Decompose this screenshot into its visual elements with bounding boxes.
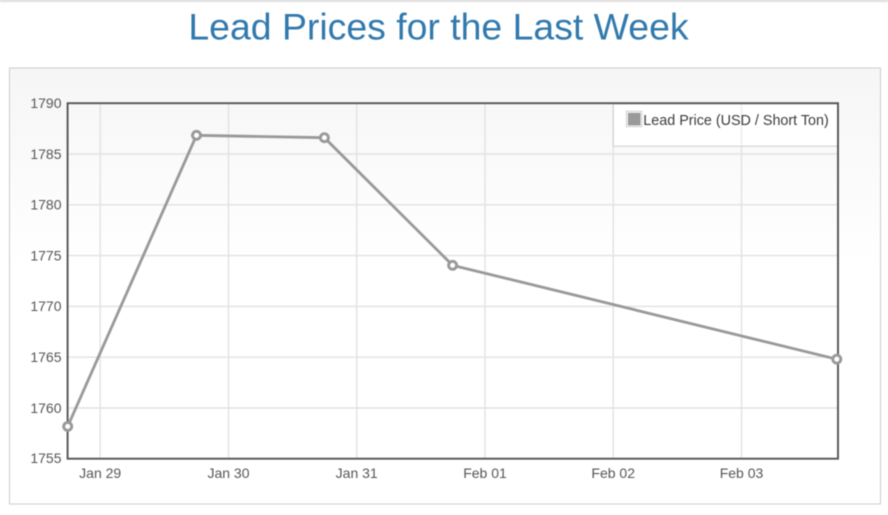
svg-text:Feb 03: Feb 03: [720, 465, 764, 481]
svg-text:Jan 29: Jan 29: [79, 465, 121, 481]
svg-text:1775: 1775: [30, 247, 61, 263]
svg-text:1770: 1770: [30, 298, 61, 314]
svg-text:1790: 1790: [30, 95, 61, 111]
svg-text:Lead Price (USD / Short Ton): Lead Price (USD / Short Ton): [643, 113, 829, 129]
svg-text:Feb 02: Feb 02: [591, 465, 635, 481]
svg-text:1755: 1755: [30, 450, 61, 466]
svg-text:1780: 1780: [30, 197, 61, 213]
svg-text:1760: 1760: [30, 400, 61, 416]
svg-text:Feb 01: Feb 01: [463, 465, 507, 481]
svg-text:1765: 1765: [30, 349, 61, 365]
svg-text:Lead Prices for the Last Week: Lead Prices for the Last Week: [188, 6, 688, 48]
svg-text:Jan 30: Jan 30: [207, 465, 249, 481]
svg-text:1785: 1785: [30, 146, 61, 162]
svg-text:Jan 31: Jan 31: [336, 465, 378, 481]
